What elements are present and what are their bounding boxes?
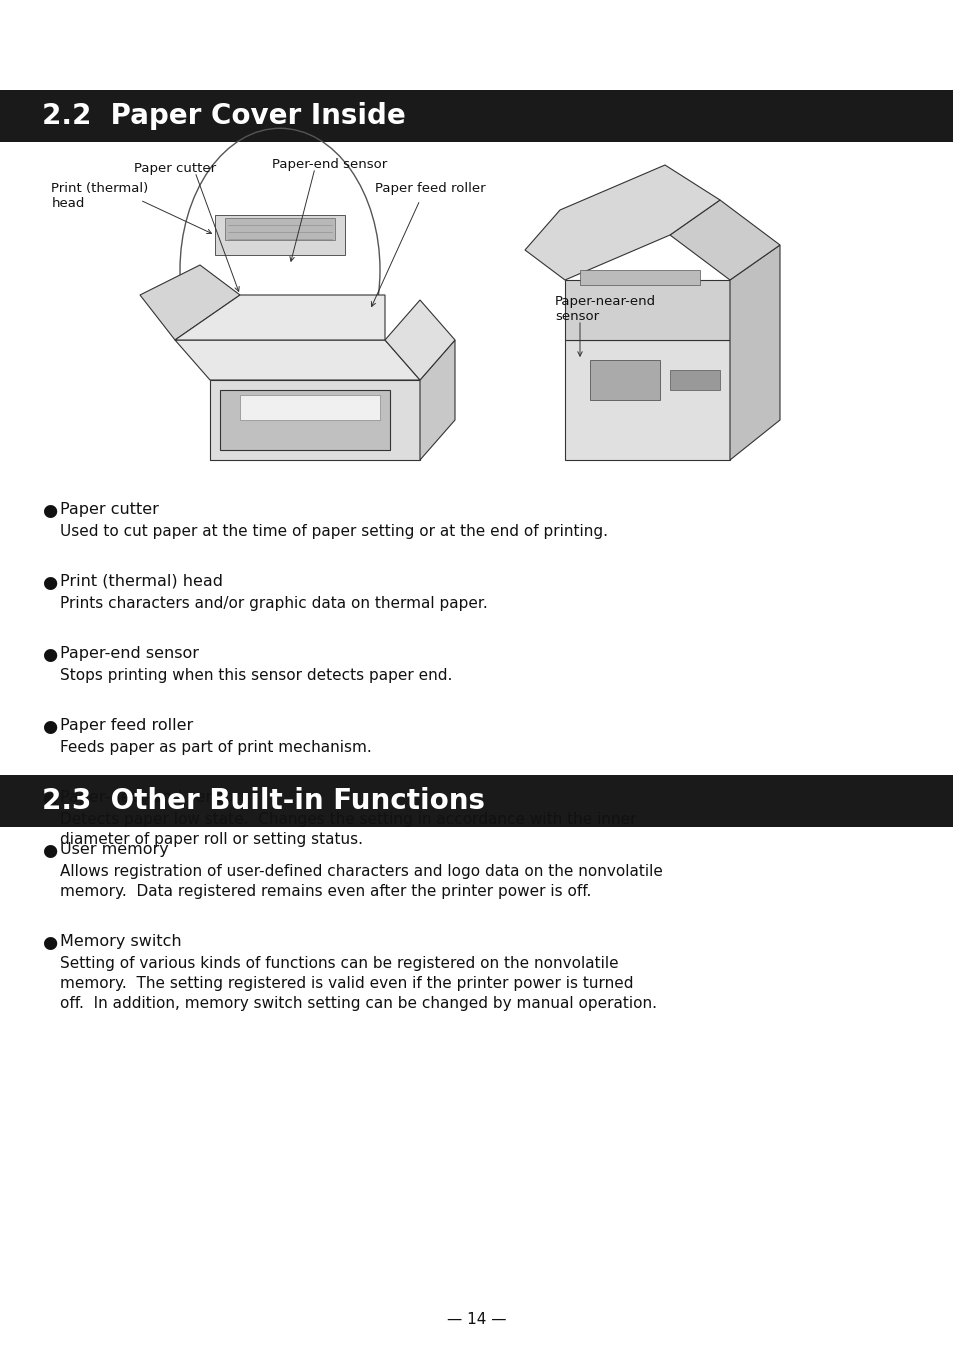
Text: Paper feed roller: Paper feed roller bbox=[375, 183, 485, 195]
Text: ●: ● bbox=[42, 790, 57, 808]
Text: ●: ● bbox=[42, 842, 57, 860]
Text: Setting of various kinds of functions can be registered on the nonvolatile: Setting of various kinds of functions ca… bbox=[60, 956, 618, 971]
Bar bbox=[0, 91, 953, 142]
Polygon shape bbox=[220, 389, 390, 450]
Text: ●: ● bbox=[42, 934, 57, 952]
Polygon shape bbox=[579, 270, 700, 285]
Text: Paper-end sensor: Paper-end sensor bbox=[60, 646, 199, 661]
Polygon shape bbox=[669, 200, 780, 280]
Text: — 14 —: — 14 — bbox=[447, 1313, 506, 1328]
Text: Paper-end sensor: Paper-end sensor bbox=[273, 158, 387, 170]
Text: Detects paper low state.  Changes the setting in accordance with the inner: Detects paper low state. Changes the set… bbox=[60, 813, 636, 827]
Polygon shape bbox=[589, 360, 659, 400]
Bar bbox=[0, 142, 953, 480]
Text: Paper feed roller: Paper feed roller bbox=[60, 718, 193, 733]
Polygon shape bbox=[729, 245, 780, 460]
Polygon shape bbox=[419, 339, 455, 460]
Text: Feeds paper as part of print mechanism.: Feeds paper as part of print mechanism. bbox=[60, 740, 372, 754]
Bar bbox=[0, 775, 953, 827]
Polygon shape bbox=[564, 339, 729, 460]
Text: Paper-near-end
sensor: Paper-near-end sensor bbox=[555, 295, 656, 323]
Polygon shape bbox=[524, 165, 720, 280]
Text: 2.3  Other Built-in Functions: 2.3 Other Built-in Functions bbox=[42, 787, 484, 815]
Polygon shape bbox=[174, 295, 385, 339]
Text: Paper-near-end sensor: Paper-near-end sensor bbox=[60, 790, 240, 804]
Text: Used to cut paper at the time of paper setting or at the end of printing.: Used to cut paper at the time of paper s… bbox=[60, 525, 607, 539]
Text: memory.  The setting registered is valid even if the printer power is turned: memory. The setting registered is valid … bbox=[60, 976, 633, 991]
Text: Prints characters and/or graphic data on thermal paper.: Prints characters and/or graphic data on… bbox=[60, 596, 487, 611]
Text: ●: ● bbox=[42, 718, 57, 735]
Text: ●: ● bbox=[42, 646, 57, 664]
Text: off.  In addition, memory switch setting can be changed by manual operation.: off. In addition, memory switch setting … bbox=[60, 996, 657, 1011]
Text: Print (thermal)
head: Print (thermal) head bbox=[51, 183, 149, 210]
Text: Stops printing when this sensor detects paper end.: Stops printing when this sensor detects … bbox=[60, 668, 452, 683]
Text: User memory: User memory bbox=[60, 842, 169, 857]
Polygon shape bbox=[240, 395, 379, 420]
Text: Allows registration of user-defined characters and logo data on the nonvolatile: Allows registration of user-defined char… bbox=[60, 864, 662, 879]
Text: Print (thermal) head: Print (thermal) head bbox=[60, 575, 223, 589]
Polygon shape bbox=[385, 300, 455, 380]
Text: Paper cutter: Paper cutter bbox=[133, 162, 215, 174]
Text: diameter of paper roll or setting status.: diameter of paper roll or setting status… bbox=[60, 831, 363, 846]
Text: Memory switch: Memory switch bbox=[60, 934, 181, 949]
Polygon shape bbox=[174, 339, 419, 380]
Polygon shape bbox=[669, 370, 720, 389]
Text: ●: ● bbox=[42, 575, 57, 592]
Polygon shape bbox=[140, 265, 240, 339]
Text: 2.2  Paper Cover Inside: 2.2 Paper Cover Inside bbox=[42, 101, 405, 130]
Text: ●: ● bbox=[42, 502, 57, 521]
Polygon shape bbox=[225, 218, 335, 241]
Polygon shape bbox=[210, 380, 419, 460]
Text: Paper cutter: Paper cutter bbox=[60, 502, 159, 516]
Polygon shape bbox=[564, 280, 729, 339]
Polygon shape bbox=[214, 215, 345, 256]
Text: memory.  Data registered remains even after the printer power is off.: memory. Data registered remains even aft… bbox=[60, 884, 591, 899]
